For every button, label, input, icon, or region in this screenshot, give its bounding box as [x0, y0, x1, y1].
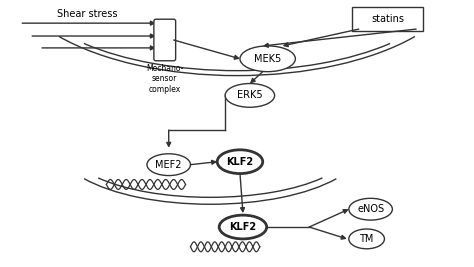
Ellipse shape — [349, 198, 392, 220]
Text: eNOS: eNOS — [357, 204, 384, 214]
Text: KLF2: KLF2 — [229, 222, 256, 232]
Text: statins: statins — [371, 14, 404, 24]
Ellipse shape — [349, 229, 384, 249]
Text: MEF2: MEF2 — [155, 160, 182, 170]
Text: Mechano-
sensor
complex: Mechano- sensor complex — [146, 64, 183, 93]
Ellipse shape — [225, 84, 274, 107]
Text: ERK5: ERK5 — [237, 91, 263, 100]
Ellipse shape — [240, 46, 295, 72]
FancyBboxPatch shape — [154, 19, 176, 61]
FancyBboxPatch shape — [352, 7, 423, 31]
Text: Shear stress: Shear stress — [57, 9, 118, 19]
Ellipse shape — [219, 215, 267, 239]
Ellipse shape — [147, 154, 191, 176]
Text: MEK5: MEK5 — [254, 54, 281, 64]
Text: KLF2: KLF2 — [227, 157, 254, 167]
Ellipse shape — [217, 150, 263, 174]
Text: TM: TM — [359, 234, 374, 244]
